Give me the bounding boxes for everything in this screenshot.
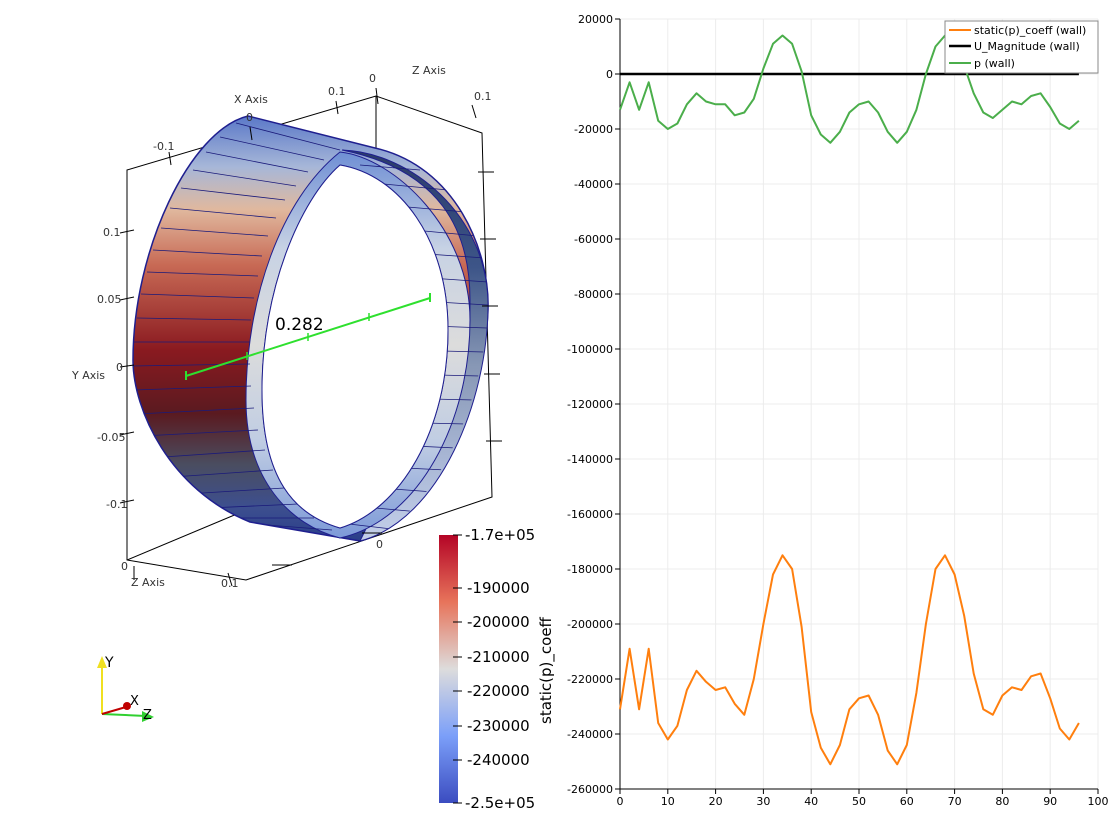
axis-tick-marks [119, 87, 502, 587]
orientation-y-label: Y [104, 655, 114, 671]
x-tick-label: 10 [661, 795, 675, 808]
y-tick-label: -60000 [574, 233, 613, 246]
z-axis-title-top: Z Axis [412, 64, 446, 77]
chart-axes: 0 10 20 30 40 50 60 70 80 90 100 20000 0 -20000 -40000… [567, 13, 1108, 808]
colorbar-tick-label: -230000 [467, 717, 530, 735]
x-tick-label: 80 [995, 795, 1009, 808]
chart-grid [619, 18, 1099, 790]
x-tick-label: 40 [804, 795, 818, 808]
colorbar-min-label: -2.5e+05 [465, 794, 535, 812]
y-tick-label: -100000 [567, 343, 613, 356]
z-tick-label: 0 [121, 560, 128, 573]
front-tick-label: 0 [376, 538, 383, 551]
legend-label-static-p-coeff: static(p)_coeff (wall) [974, 24, 1086, 37]
x-tick-label: 0 [246, 111, 253, 124]
y-tick-label: -160000 [567, 508, 613, 521]
x-tick-label: 20 [709, 795, 723, 808]
x-tick-label: 30 [756, 795, 770, 808]
y-axis-title: Y Axis [71, 369, 105, 382]
z-axis-title-bottom: Z Axis [131, 576, 165, 589]
line-chart-view[interactable]: 0 10 20 30 40 50 60 70 80 90 100 20000 0 -20000 -40000… [555, 0, 1118, 816]
x-axis-title: X Axis [234, 93, 268, 106]
z-tick-label: 0.1 [221, 577, 239, 590]
y-tick-label: -180000 [567, 563, 613, 576]
y-tick-label: -200000 [567, 618, 613, 631]
y-tick-label: 0 [606, 68, 613, 81]
y-tick-label: -240000 [567, 728, 613, 741]
y-tick-label: -80000 [574, 288, 613, 301]
chart-legend[interactable]: static(p)_coeff (wall) U_Magnitude (wall… [944, 20, 1099, 74]
y-tick-label: -220000 [567, 673, 613, 686]
chart-series [619, 34, 1080, 766]
legend-label-u-magnitude: U_Magnitude (wall) [974, 40, 1080, 53]
orientation-axes: Y X Z [97, 655, 154, 723]
line-chart-canvas[interactable]: 0 10 20 30 40 50 60 70 80 90 100 20000 0 -20000 -40000… [555, 0, 1118, 816]
x-tick-label: 50 [852, 795, 866, 808]
x-tick-label: -0.1 [153, 140, 174, 153]
colorbar-tick-label: -190000 [467, 579, 530, 597]
colorbar-tick-label: -200000 [467, 613, 530, 631]
colorbar-tick-label: -240000 [467, 751, 530, 769]
y-tick-label: 0.05 [97, 293, 122, 306]
z-tick-label: 0 [369, 72, 376, 85]
y-tick-label: 0.1 [103, 226, 121, 239]
orientation-x-label: X [130, 694, 139, 709]
colorbar-max-label: -1.7e+05 [465, 526, 535, 544]
render-view-canvas[interactable]: 0.282 X Axis Y Axis Z Axis Z Axis -0.1 0… [0, 0, 556, 816]
cylinder-surface[interactable] [132, 115, 489, 542]
ruler-label: 0.282 [275, 315, 324, 335]
y-tick-label: -120000 [567, 398, 613, 411]
colorbar-tick-label: -210000 [467, 648, 530, 666]
y-tick-label: 20000 [578, 13, 613, 26]
render-view-3d[interactable]: 0.282 X Axis Y Axis Z Axis Z Axis -0.1 0… [0, 0, 556, 816]
legend-label-p: p (wall) [974, 57, 1015, 70]
x-tick-label: 70 [948, 795, 962, 808]
x-tick-label: 90 [1043, 795, 1057, 808]
y-tick-label: -40000 [574, 178, 613, 191]
y-tick-label: -0.05 [97, 431, 125, 444]
y-tick-label: -0.1 [106, 498, 127, 511]
colorbar-title: static(p)_coeff [537, 616, 555, 724]
x-tick-label: 100 [1088, 795, 1109, 808]
orientation-z-label: Z [143, 708, 152, 723]
z-tick-label: 0.1 [474, 90, 492, 103]
series-line-static-p-coeff-wall- [619, 554, 1080, 766]
colorbar[interactable]: -1.7e+05 -190000 -200000 -210000 -220000… [439, 526, 556, 812]
colorbar-tick-label: -220000 [467, 682, 530, 700]
y-tick-label: 0 [116, 361, 123, 374]
x-tick-label: 0 [617, 795, 624, 808]
y-tick-label: -260000 [567, 783, 613, 796]
y-tick-label: -140000 [567, 453, 613, 466]
x-tick-label: 60 [900, 795, 914, 808]
y-tick-label: -20000 [574, 123, 613, 136]
ruler-widget[interactable]: 0.282 [185, 293, 431, 380]
series-line-p-wall- [619, 34, 1080, 144]
x-tick-label: 0.1 [328, 85, 346, 98]
